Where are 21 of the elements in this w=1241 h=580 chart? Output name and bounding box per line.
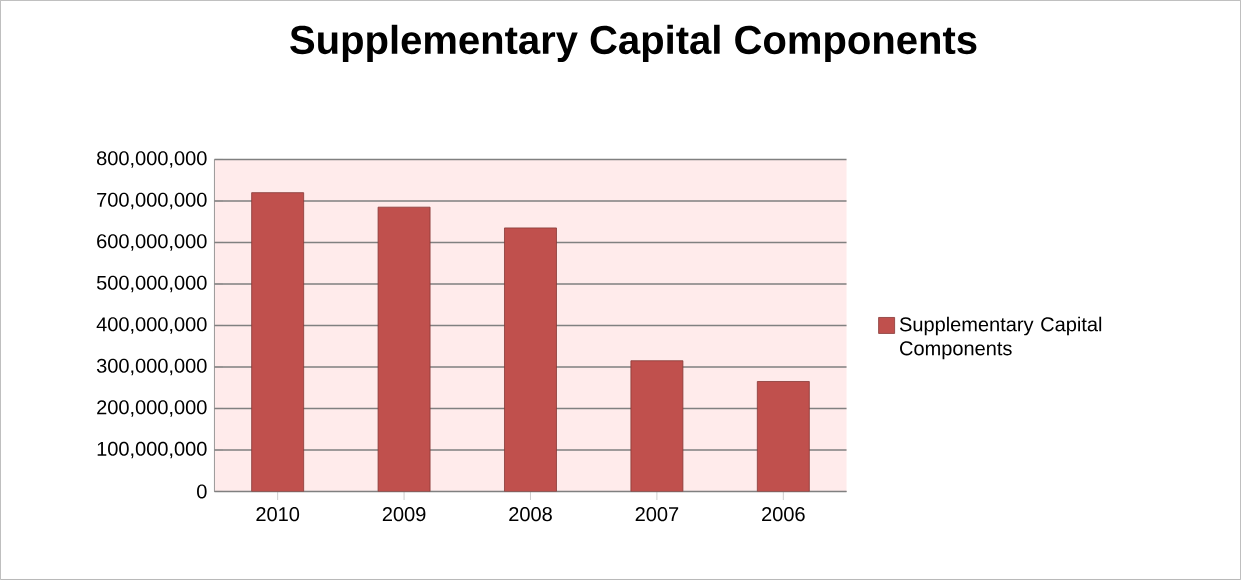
x-tick-label: 2006 [762,507,805,522]
legend-label: Supplementary Capital Components [899,316,1102,360]
y-tick-label: 800,000,000 [97,151,207,168]
y-tick-label: 200,000,000 [97,400,207,417]
y-tick-label: 100,000,000 [97,441,207,459]
bar [251,192,305,492]
y-tick-label: 500,000,000 [96,275,207,293]
y-tick-label: 700,000,000 [97,192,207,210]
x-tick-label: 2009 [382,507,426,522]
x-tick-label: 2010 [256,507,300,522]
y-tick-label: 0 [197,484,207,499]
x-tick-label: 2007 [635,507,679,522]
chart-title: Supplementary Capital Components [290,24,977,63]
y-tick-label: 300,000,000 [96,358,207,376]
x-tick-label: 2008 [509,507,552,522]
bar [630,360,684,492]
bar [377,206,431,492]
y-tick-label: 600,000,000 [97,234,207,251]
bar [756,381,810,492]
bar [504,227,557,492]
y-tick-label: 400,000,000 [96,317,207,334]
